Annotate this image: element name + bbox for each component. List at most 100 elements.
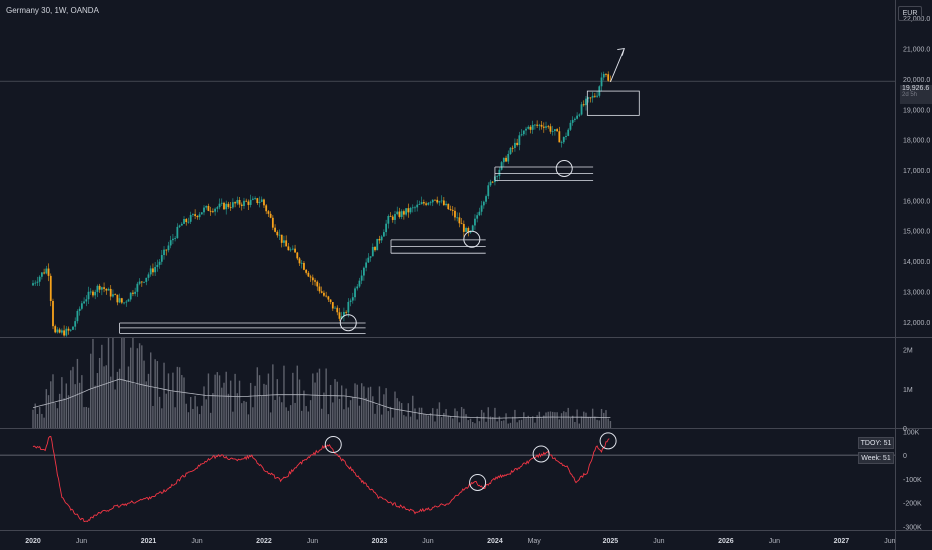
- candle-body: [192, 214, 194, 216]
- volume-bar: [327, 414, 330, 428]
- candle-body: [178, 225, 181, 227]
- candle-body: [143, 281, 145, 283]
- candle-body: [358, 280, 361, 287]
- candle-body: [127, 299, 130, 302]
- candle-body: [165, 249, 168, 251]
- candle-body: [303, 262, 305, 270]
- candle-body: [531, 124, 534, 130]
- candle-body: [420, 202, 423, 205]
- candle-body: [240, 204, 243, 206]
- volume-bar: [423, 413, 425, 428]
- candle-body: [174, 238, 177, 239]
- oscillator-tick-label: -300K: [903, 524, 922, 531]
- candle-body: [547, 126, 550, 128]
- volume-bar: [312, 373, 314, 428]
- candle-body: [269, 213, 272, 218]
- volume-bar: [156, 361, 159, 428]
- candle-body: [507, 153, 510, 162]
- candle-body: [425, 203, 427, 205]
- oscillator-tick-label: 100K: [903, 429, 920, 436]
- volume-bar: [34, 403, 36, 428]
- chart-title: Germany 30, 1W, OANDA: [6, 6, 99, 15]
- candle-body: [589, 97, 592, 99]
- candle-body: [374, 246, 376, 251]
- volume-bar: [207, 373, 210, 428]
- volume-bar: [512, 416, 514, 428]
- candle-body: [396, 211, 399, 215]
- candle-body: [220, 202, 223, 204]
- volume-bar: [147, 373, 150, 428]
- volume-bar: [503, 420, 505, 428]
- volume-bar: [85, 406, 88, 428]
- volume-bar: [414, 408, 416, 428]
- candle-body: [69, 329, 72, 331]
- candle-body: [89, 291, 92, 293]
- volume-bar: [56, 408, 59, 428]
- candle-body: [567, 129, 570, 136]
- y-tick-label: 18,000.0: [903, 138, 930, 145]
- volume-bar: [72, 366, 74, 428]
- candle-body: [120, 298, 123, 303]
- candle-body: [274, 227, 276, 232]
- candle-body: [103, 287, 105, 289]
- candle-body: [602, 73, 605, 78]
- volume-bar: [178, 367, 181, 428]
- candle-body: [487, 185, 490, 197]
- candle-body: [107, 288, 110, 291]
- volume-bar: [585, 412, 587, 428]
- candle-body: [478, 211, 481, 216]
- candle-body: [474, 218, 476, 226]
- volume-bar: [130, 347, 132, 428]
- week-label: Week: 51: [858, 452, 894, 464]
- volume-bar: [460, 407, 463, 428]
- oscillator-tick-label: -100K: [903, 477, 922, 484]
- volume-bar: [445, 409, 447, 428]
- volume-bar: [218, 375, 221, 428]
- candle-body: [183, 218, 185, 224]
- volume-bar: [567, 407, 569, 428]
- candle-body: [491, 181, 494, 183]
- candle-body: [593, 95, 596, 97]
- candle-body: [278, 234, 281, 236]
- candle-body: [591, 95, 594, 98]
- volume-bar: [261, 395, 263, 428]
- volume-bar: [110, 376, 112, 428]
- volume-bar: [203, 386, 205, 428]
- candle-body: [247, 201, 250, 205]
- volume-bar: [389, 406, 392, 428]
- currency-button[interactable]: EUR: [898, 6, 922, 21]
- candle-body: [52, 300, 54, 327]
- candle-body: [485, 196, 487, 202]
- y-tick-label: 15,000.0: [903, 229, 930, 236]
- volume-bar: [267, 373, 270, 428]
- candle-body: [445, 203, 447, 206]
- candle-body: [231, 202, 234, 208]
- candle-body: [227, 203, 230, 207]
- volume-bar: [596, 419, 598, 428]
- candle-body: [502, 157, 505, 163]
- candle-body: [94, 291, 97, 296]
- volume-bar: [249, 382, 252, 428]
- volume-bar: [405, 416, 407, 428]
- volume-bar: [571, 415, 574, 428]
- candle-body: [585, 98, 587, 106]
- candle-body: [471, 225, 474, 231]
- candle-body: [152, 268, 154, 273]
- candle-body: [482, 201, 485, 206]
- candle-body: [411, 207, 414, 209]
- volume-bar: [254, 385, 256, 428]
- volume-bar: [520, 419, 523, 428]
- candle-body: [32, 283, 34, 286]
- candle-body: [431, 199, 434, 203]
- candle-body: [456, 217, 459, 219]
- volume-bar: [45, 389, 48, 428]
- volume-bar: [81, 375, 83, 428]
- volume-bar: [387, 411, 390, 428]
- volume-bar: [167, 373, 170, 428]
- x-tick-label: Jun: [653, 538, 664, 545]
- volume-bar: [558, 419, 561, 428]
- volume-bar: [65, 383, 68, 428]
- candle-body: [520, 134, 523, 136]
- candle-body: [245, 200, 248, 202]
- candle-body: [454, 210, 456, 218]
